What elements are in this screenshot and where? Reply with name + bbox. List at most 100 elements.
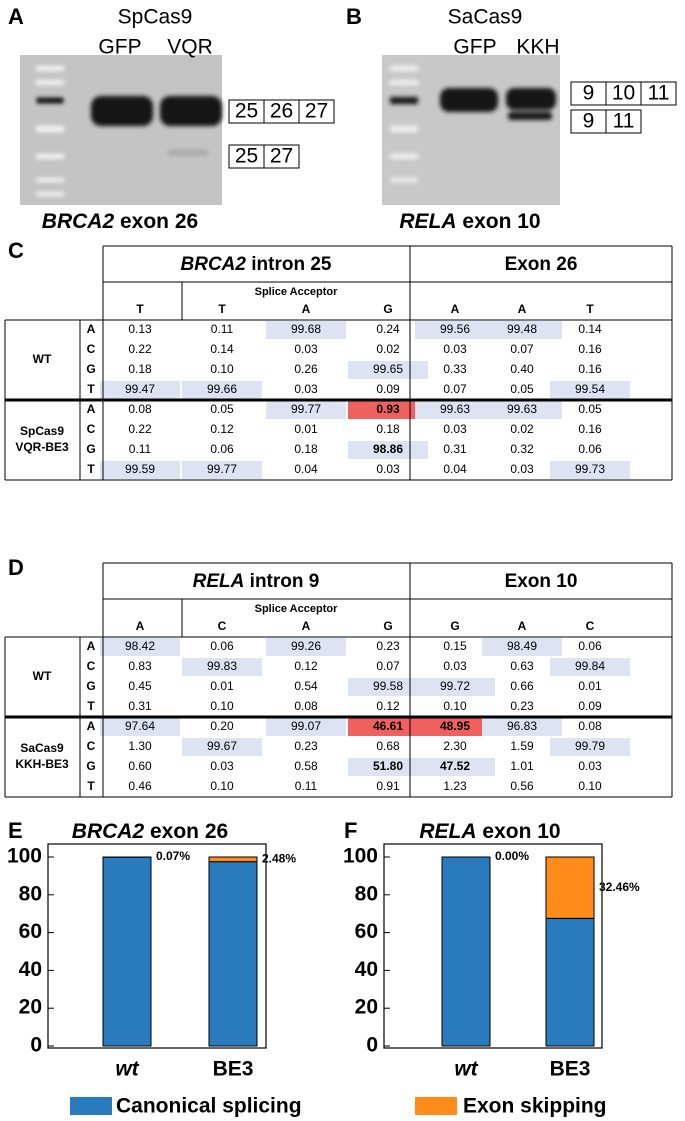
gel-caption-gene: RELA [399,210,456,233]
cell-value: 99.73 [575,462,605,476]
column-base: T [586,302,594,316]
cell-value: 0.03 [578,759,602,773]
gel-caption-rest: exon 26 [120,210,198,233]
cell-highlight-blue [550,461,630,479]
cell-value: 99.26 [291,639,321,653]
bar-segment [208,861,258,1047]
panel-label: C [8,238,24,263]
cell-highlight-blue [415,401,495,419]
cell-highlight-blue [550,738,630,756]
y-tick-label: 0 [366,1034,378,1057]
cell-value: 99.59 [125,462,155,476]
cell-value: 0.91 [376,779,400,793]
group-label: KKH-BE3 [15,757,69,771]
cell-highlight-blue [348,441,428,459]
table-exon: Exon 10 [505,571,578,592]
table-region-rest: intron 9 [250,571,320,592]
chart-title-gene: BRCA2 [72,820,145,843]
legend-label: Exon skipping [463,1095,607,1118]
cell-value: 0.08 [128,402,152,416]
chart-title: BRCA2 exon 26 [72,820,228,843]
y-tick-label: 0 [30,1034,42,1057]
exon-number: 26 [270,100,293,123]
enzyme: SaCas9 [448,6,523,29]
cell-value: 0.14 [210,342,234,356]
cell-value: 0.03 [510,462,534,476]
exon-box [298,99,335,124]
panel-label: E [8,818,23,843]
cell-value: 0.14 [578,322,602,336]
cell-value: 0.06 [210,442,234,456]
cell-value: 0.20 [210,719,234,733]
splice-acceptor: Splice Acceptor [255,603,338,615]
cell-value: 0.18 [376,422,400,436]
cell-value: 0.07 [376,659,400,673]
cell-value: 0.12 [294,659,318,673]
plot-frame [47,843,267,1049]
column-base: G [450,619,459,633]
cell-highlight-blue [266,321,346,339]
cell-value: 0.54 [294,679,318,693]
cell-value: 0.01 [294,422,318,436]
legend-swatch [415,1097,457,1115]
bar-segment [102,856,152,1047]
row-base: C [87,342,96,356]
y-tick-label: 40 [355,958,378,981]
exon-box [263,144,300,169]
cell-value: 0.05 [578,402,602,416]
chart-title-gene: RELA [419,820,476,843]
cell-value: 98.86 [373,442,403,456]
cell-value: 0.03 [443,659,467,673]
cell-value: 0.68 [376,739,400,753]
row-base: T [87,699,95,713]
cell-value: 99.77 [291,402,321,416]
column-base: A [451,302,460,316]
cell-value: 0.33 [443,362,467,376]
cell-value: 0.03 [443,422,467,436]
cell-value: 0.31 [443,442,467,456]
table-gene: BRCA2 [181,254,247,275]
cell-value: 0.11 [295,779,318,793]
cell-value: 0.07 [443,382,467,396]
cell-highlight-blue [348,678,428,696]
cell-value: 0.06 [578,639,602,653]
row-base: C [87,739,96,753]
column-base: A [518,619,527,633]
value-label: 0.07% [156,849,190,863]
cell-value: 0.11 [129,442,152,456]
group-label: WT [33,669,52,683]
value-label: 0.00% [495,849,529,863]
cell-value: 0.10 [210,779,234,793]
legend-label: Canonical splicing [116,1095,302,1118]
exon-number: 10 [612,82,635,105]
chart-title-rest: exon 10 [482,820,560,843]
row-base: T [87,462,95,476]
group-label: WT [33,352,52,366]
cell-value: 0.23 [510,699,534,713]
bar-segment [441,856,491,1047]
value-label: 2.48% [262,852,296,866]
panel-label: D [8,555,24,580]
gel-caption-gene: BRCA2 [42,210,115,233]
cell-value: 0.32 [510,442,534,456]
bar-segment [545,856,595,919]
cell-value: 1.23 [443,779,467,793]
cell-value: 0.03 [376,462,400,476]
cell-highlight-blue [482,401,562,419]
value-label: 32.46% [599,880,640,894]
cell-value: 0.03 [443,342,467,356]
bar-segment [545,917,595,1047]
cell-value: 99.47 [125,382,155,396]
table-region-rest: intron 25 [251,254,332,275]
column-base: A [518,302,527,316]
cell-value: 99.07 [291,719,321,733]
row-base: T [87,779,95,793]
cell-highlight-blue [482,718,562,736]
cell-highlight-blue [550,381,630,399]
bar-segment [208,856,258,863]
exon-number: 11 [648,82,670,105]
plot-frame [383,843,603,1049]
cell-highlight-blue [415,678,495,696]
cell-value: 0.40 [510,362,534,376]
cell-value: 96.83 [507,719,537,733]
